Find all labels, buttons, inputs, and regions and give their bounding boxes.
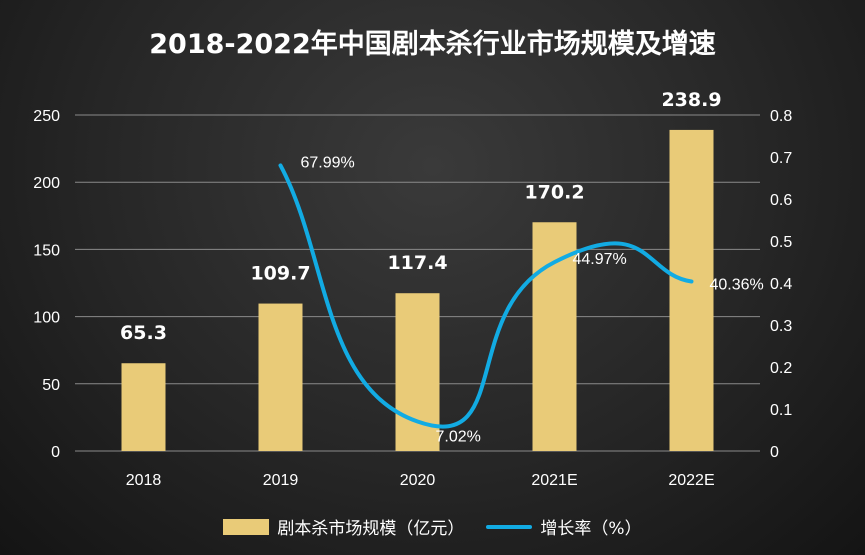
bar-data-label: 109.7 xyxy=(250,263,310,285)
legend-swatch-line xyxy=(486,524,533,529)
x-tick-label: 2018 xyxy=(126,472,162,489)
left-tick-label: 150 xyxy=(33,242,60,259)
bar-data-label: 170.2 xyxy=(524,181,584,203)
right-tick-label: 0.4 xyxy=(770,276,792,293)
left-tick-label: 250 xyxy=(33,108,60,125)
bar-data-label: 238.9 xyxy=(661,89,721,111)
right-tick-label: 0.2 xyxy=(770,360,792,377)
right-tick-label: 0.1 xyxy=(770,402,792,419)
legend-label-line: 增长率（%） xyxy=(540,519,642,539)
x-tick-label: 2022E xyxy=(668,472,714,489)
x-tick-label: 2020 xyxy=(400,472,436,489)
x-tick-label: 2021E xyxy=(531,472,577,489)
bar xyxy=(258,303,303,451)
left-tick-label: 100 xyxy=(33,310,60,327)
growth-line xyxy=(278,163,694,429)
right-tick-label: 0.5 xyxy=(770,234,792,251)
right-tick-label: 0.3 xyxy=(770,318,792,335)
legend: 剧本杀市场规模（亿元） 增长率（%） xyxy=(0,514,865,539)
legend-item-bar: 剧本杀市场规模（亿元） xyxy=(223,514,464,539)
x-tick-label: 2019 xyxy=(263,472,299,489)
bar-data-label: 65.3 xyxy=(120,322,167,344)
line-data-label: 40.36% xyxy=(710,276,764,293)
left-tick-label: 200 xyxy=(33,175,60,192)
line-data-label: 7.02% xyxy=(436,429,481,446)
line-data-label: 44.97% xyxy=(573,251,627,268)
right-tick-label: 0.7 xyxy=(770,150,792,167)
left-tick-label: 50 xyxy=(42,377,60,394)
bar xyxy=(121,363,166,451)
bar-data-label: 117.4 xyxy=(387,252,447,274)
chart-title: 2018-2022年中国剧本杀行业市场规模及增速 xyxy=(149,29,716,60)
legend-swatch-bar xyxy=(223,518,270,535)
right-tick-label: 0 xyxy=(770,444,779,461)
line-data-label: 67.99% xyxy=(301,154,355,171)
right-tick-label: 0.8 xyxy=(770,108,792,125)
bar xyxy=(669,129,714,451)
right-tick-label: 0.6 xyxy=(770,192,792,209)
left-tick-label: 0 xyxy=(51,444,60,461)
legend-item-line: 增长率（%） xyxy=(486,514,642,539)
legend-label-bar: 剧本杀市场规模（亿元） xyxy=(277,519,465,539)
